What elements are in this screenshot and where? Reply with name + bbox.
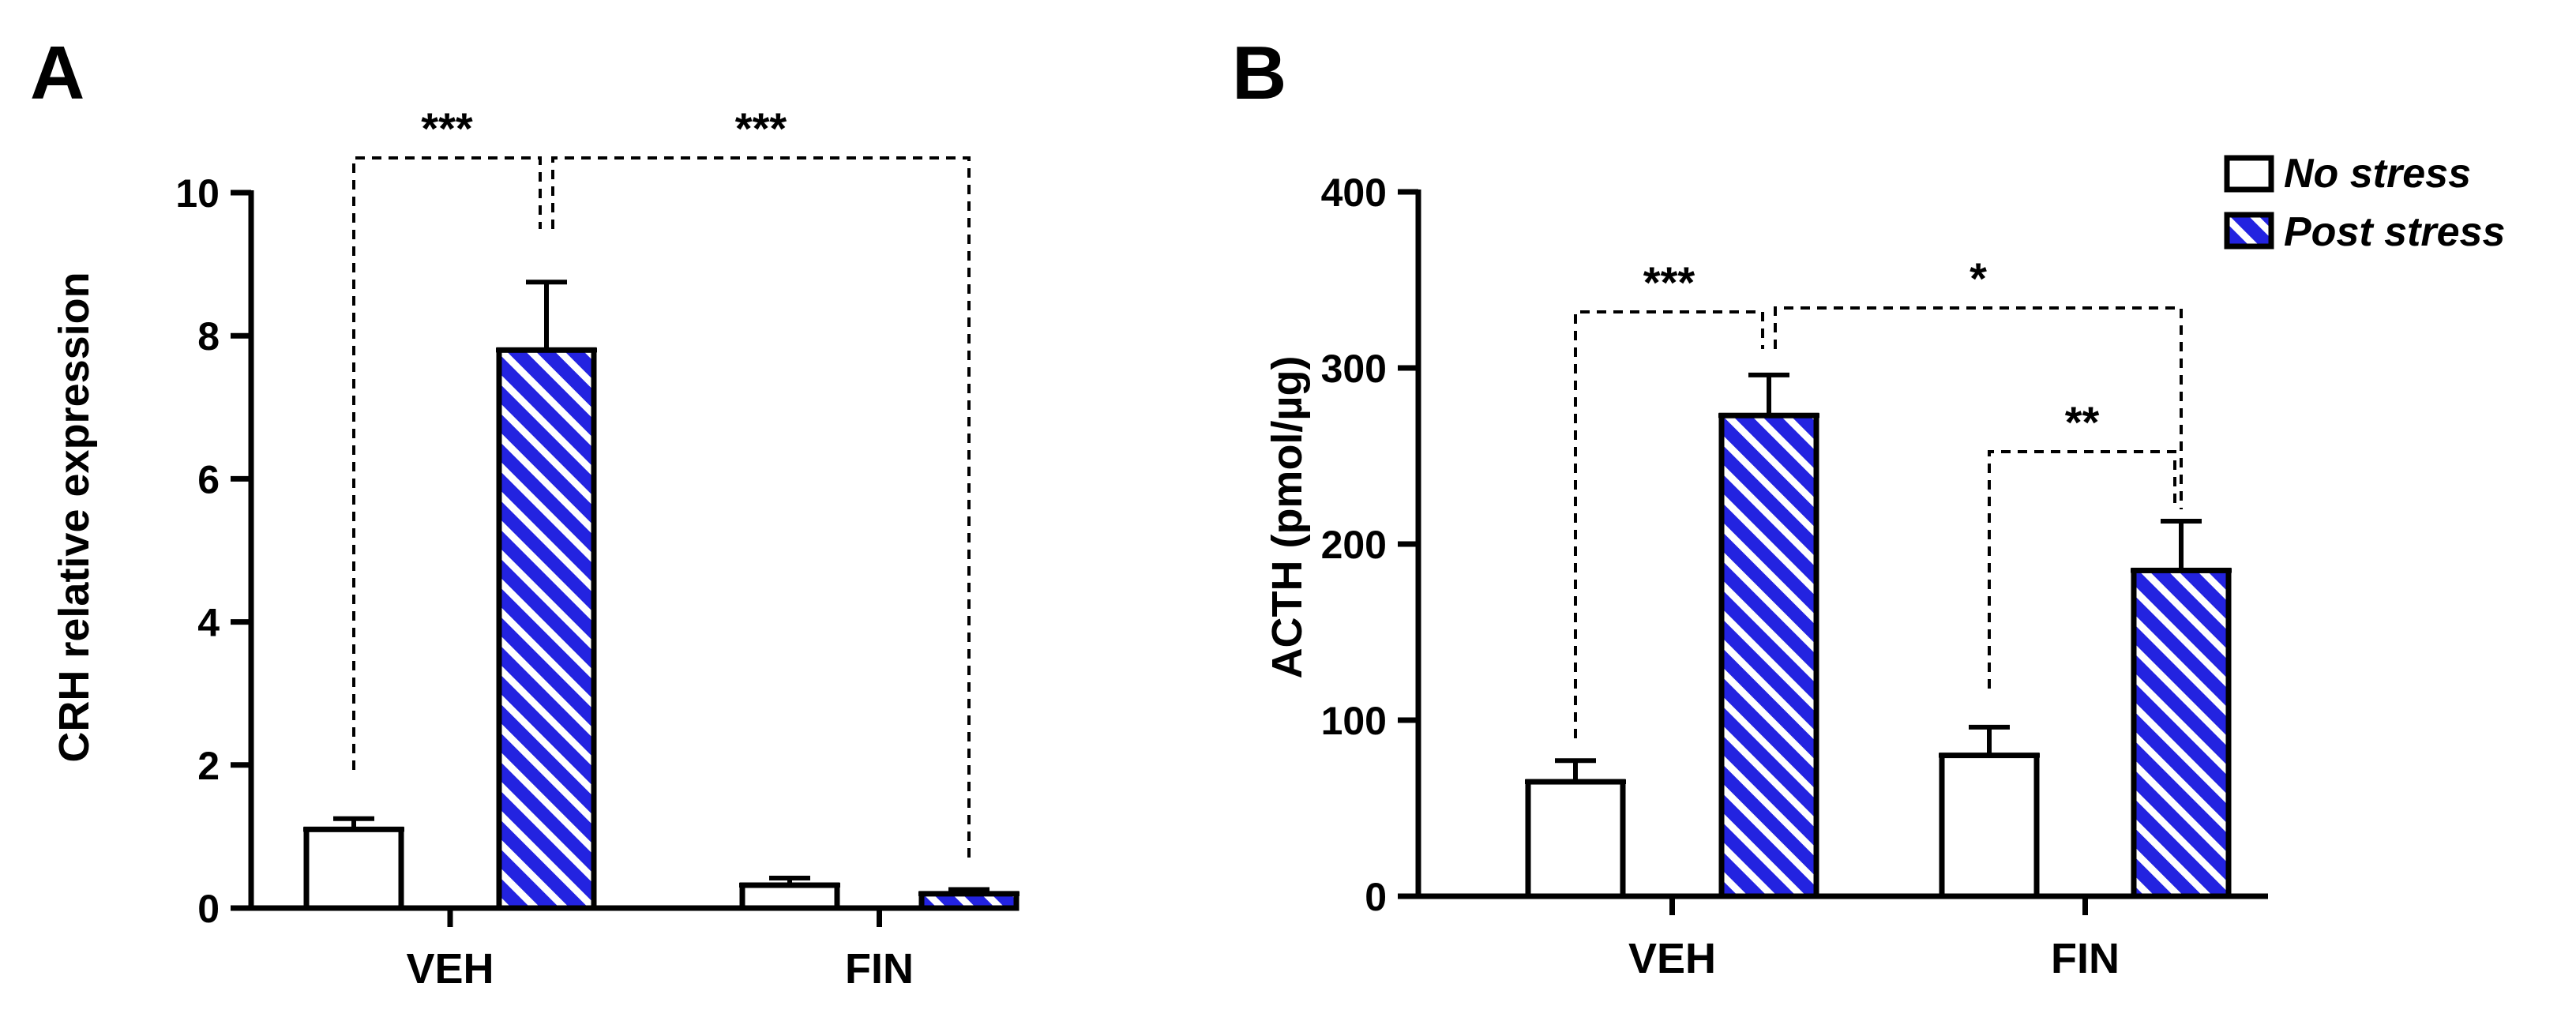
panel-a-significance-label: *** [735,103,787,153]
legend-swatch-post-stress [2224,212,2274,250]
panel-a-x-tick-label: VEH [406,945,494,993]
panel-a-label: A [30,31,84,115]
panel-b-y-axis-title: ACTH (pmol/µg) [1264,355,1311,678]
panel-b-bar-no-stress [1939,753,2040,899]
panel-b-y-tick-label: 400 [1321,171,1387,215]
legend-label-post-stress: Post stress [2284,209,2505,255]
panel-a-bar-no-stress [739,882,840,911]
panel-b-significance-label: *** [1643,257,1695,307]
panel-b-x-tick-label: FIN [2051,935,2120,982]
panel-a-bar-post-stress [496,347,597,911]
panel-b-y-tick-label: 100 [1321,699,1387,743]
panel-a-y-axis-title: CRH relative expression [51,272,98,762]
panel-b-significance-bracket [1774,306,2183,509]
panel-b-significance-label: ** [2065,397,2100,447]
panel-b-y-tick-label: 300 [1321,347,1387,391]
panel-a-significance-bracket [551,156,971,861]
panel-b-bar-no-stress [1525,779,1626,899]
panel-a-x-tick-label: FIN [845,945,914,993]
panel-b-label: B [1232,31,1286,115]
panel-a-chart: 0 2 4 6 8 10 VEH FIN *** *** [175,103,1020,993]
panel-b-significance-label: * [1970,253,1987,303]
panel-a-y-tick-label: 2 [197,744,220,788]
panel-a-y-tick-label: 10 [175,171,220,216]
panel-a-y-tick-label: 8 [197,314,220,358]
panel-a-y-tick-label: 0 [197,887,220,931]
panel-b-x-tick-label: VEH [1628,935,1716,982]
legend: No stress Post stress [2224,151,2505,255]
panel-a-significance-label: *** [421,103,473,153]
panel-b-significance-bracket [1574,310,1764,738]
panel-b-bar-post-stress [2131,567,2232,899]
panel-b-y-tick-label: 0 [1365,875,1387,919]
panel-a-bar-no-stress [303,826,404,911]
panel-a-y-tick-label: 6 [197,457,220,501]
panel-a-significance-bracket [352,156,542,770]
panel-b-significance-bracket [1988,450,2176,689]
legend-label-no-stress: No stress [2284,151,2471,197]
panel-b-y-tick-label: 200 [1321,523,1387,567]
legend-swatch-no-stress [2224,155,2274,193]
panel-a-y-tick-label: 4 [197,601,220,645]
panel-b-bar-post-stress [1718,412,1819,899]
